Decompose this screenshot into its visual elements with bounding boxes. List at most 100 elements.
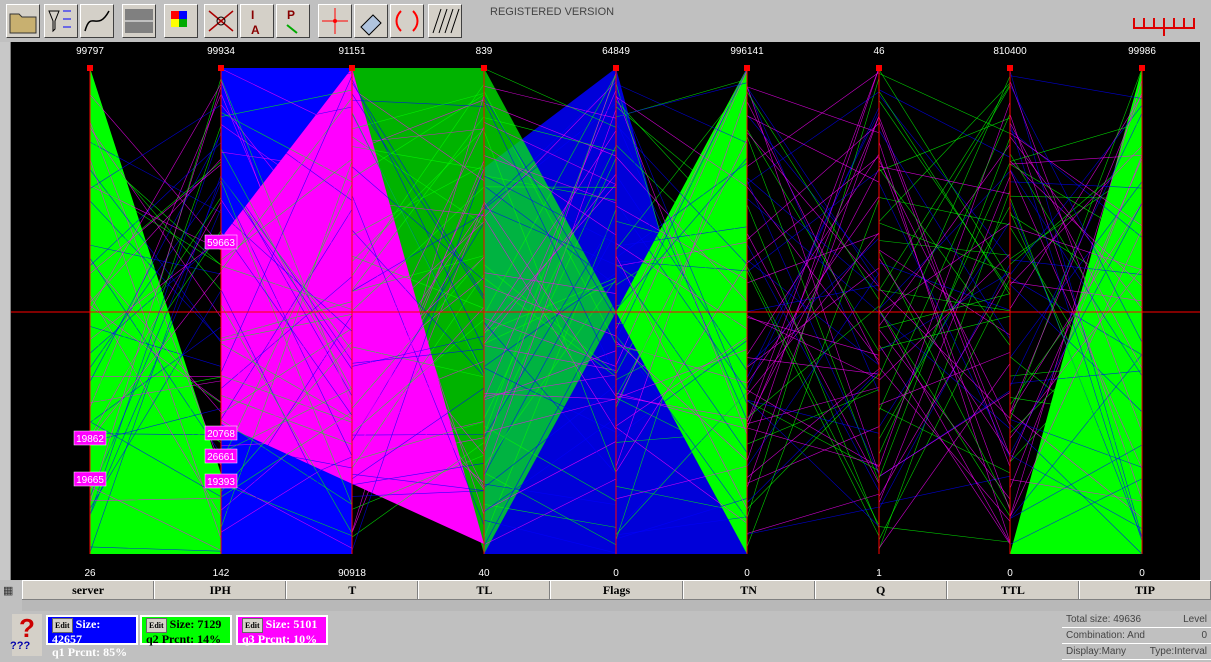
data-line: [878, 309, 1011, 544]
data-line: [351, 310, 485, 490]
data-line: [220, 328, 353, 415]
axis-label-tip[interactable]: TIP: [1078, 581, 1211, 600]
data-line: [483, 299, 617, 546]
data-line: [89, 305, 222, 403]
data-line: [615, 82, 748, 250]
data-line: [351, 346, 485, 378]
query-box-q1[interactable]: Edit Size: 42657 q1 Prcnt: 85%: [46, 615, 138, 659]
data-line: [878, 156, 1011, 511]
data-line: [89, 200, 222, 341]
open-folder-icon[interactable]: [6, 4, 40, 38]
data-line: [220, 450, 353, 533]
data-line: [878, 75, 1011, 377]
data-line: [615, 93, 748, 467]
query-box-q3[interactable]: Edit Size: 5101 q3 Prcnt: 10%: [236, 615, 328, 646]
axis-bottom-value: 1: [876, 568, 882, 579]
data-line: [615, 106, 748, 216]
vertical-scrollbar[interactable]: [1200, 42, 1211, 580]
data-line: [1009, 214, 1143, 299]
data-line: [351, 442, 485, 538]
data-line: [1009, 122, 1143, 162]
crosshair-icon[interactable]: [318, 4, 352, 38]
data-line: [351, 294, 485, 455]
data-line: [1009, 220, 1143, 406]
data-line: [1009, 145, 1143, 286]
lines-icon[interactable]: [122, 4, 156, 38]
data-line: [615, 226, 748, 247]
parallel-coordinates-plot[interactable]: 99797 26 99934 142 91151 90918 839 40 64849 0 9961…: [0, 42, 1211, 580]
data-line: [89, 142, 222, 266]
axis-label-row: server IPH T TL Flags TN Q TTL TIP: [22, 580, 1211, 600]
axis-bottom-value: 0: [1007, 568, 1013, 579]
reset-icon[interactable]: [390, 4, 424, 38]
axis-label-tn[interactable]: TN: [682, 581, 815, 600]
data-line: [483, 173, 617, 344]
data-line: [746, 180, 880, 475]
data-line: [746, 170, 880, 273]
p-icon[interactable]: P: [276, 4, 310, 38]
help-question-icon[interactable]: ?: [12, 614, 42, 656]
data-line: [746, 368, 880, 478]
edit-q2-button[interactable]: Edit: [146, 618, 167, 633]
axis-label-flags[interactable]: Flags: [550, 581, 683, 600]
data-line: [746, 427, 880, 466]
data-line: [483, 217, 617, 438]
data-line: [615, 243, 748, 330]
data-line: [483, 393, 617, 400]
left-scrollbar[interactable]: [0, 42, 11, 580]
axis-label-server[interactable]: server: [22, 581, 155, 600]
axis-label-ttl[interactable]: TTL: [946, 581, 1079, 600]
data-line: [89, 230, 222, 426]
level-label: Level: [1183, 614, 1207, 625]
filter-icon[interactable]: [44, 4, 78, 38]
data-line: [483, 425, 617, 502]
axis-label-t[interactable]: T: [286, 581, 419, 600]
data-line: [615, 335, 748, 519]
edit-q1-button[interactable]: Edit: [52, 618, 73, 633]
pattern-icon[interactable]: [428, 4, 462, 38]
data-line: [746, 136, 880, 483]
data-line: [746, 506, 880, 535]
data-line: [89, 260, 222, 413]
data-line: [351, 83, 485, 276]
query-box-q2[interactable]: Edit Size: 7129 q2 Prcnt: 14%: [140, 615, 232, 646]
data-line: [615, 264, 748, 356]
data-line: [483, 264, 617, 374]
horizontal-scrollbar[interactable]: [22, 599, 1211, 612]
data-line: [220, 75, 353, 373]
data-line: [878, 94, 1011, 260]
data-line: [351, 229, 485, 377]
curves-icon[interactable]: [80, 4, 114, 38]
data-line: [89, 244, 222, 275]
data-line: [351, 212, 485, 444]
data-line: [615, 255, 748, 509]
data-line: [746, 387, 880, 425]
color-cube-icon[interactable]: [164, 4, 198, 38]
query-size: Size: 42657: [52, 617, 101, 646]
data-line: [878, 526, 1011, 543]
data-line: [615, 68, 748, 341]
data-line: [878, 69, 1011, 280]
data-line: [89, 137, 222, 291]
data-line: [615, 129, 748, 374]
data-line: [878, 176, 1011, 504]
data-line: [483, 209, 617, 539]
data-line: [746, 399, 880, 434]
data-line: [89, 326, 222, 367]
scissors-icon[interactable]: [204, 4, 238, 38]
data-line: [89, 238, 222, 354]
data-line: [878, 293, 1011, 329]
edit-q3-button[interactable]: Edit: [242, 618, 263, 633]
axis-top-value: 46: [873, 46, 885, 57]
data-line: [878, 352, 1011, 406]
eraser-icon[interactable]: [354, 4, 388, 38]
data-line: [615, 120, 748, 421]
multi-help-icon[interactable]: ???: [10, 640, 31, 652]
axis-label-tl[interactable]: TL: [418, 581, 551, 600]
axis-label-iph[interactable]: IPH: [154, 581, 287, 600]
query-id: q2: [146, 632, 159, 646]
axis-label-q[interactable]: Q: [814, 581, 947, 600]
grid-icon[interactable]: ▦: [3, 585, 14, 597]
axis-bottom-value: 90918: [338, 568, 366, 579]
